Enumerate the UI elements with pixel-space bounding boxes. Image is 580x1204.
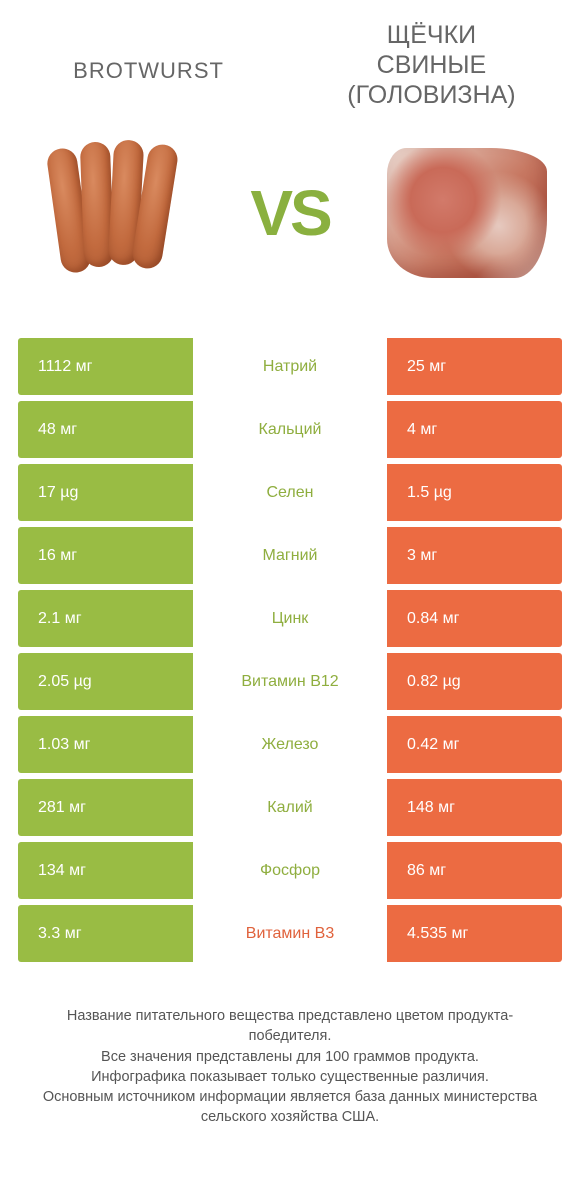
left-product-title: BROTWURST <box>18 20 279 84</box>
left-value: 1112 мг <box>18 338 193 395</box>
right-value: 0.42 мг <box>387 716 562 773</box>
right-value: 0.84 мг <box>387 590 562 647</box>
table-row: 281 мгКалий148 мг <box>18 779 562 836</box>
sausages-icon <box>18 128 208 298</box>
table-row: 17 µgСелен1.5 µg <box>18 464 562 521</box>
nutrient-label: Натрий <box>193 338 387 395</box>
footer-notes: Название питательного вещества представл… <box>18 1006 562 1128</box>
left-value: 48 мг <box>18 401 193 458</box>
table-row: 2.1 мгЦинк0.84 мг <box>18 590 562 647</box>
nutrient-label: Фосфор <box>193 842 387 899</box>
table-row: 1112 мгНатрий25 мг <box>18 338 562 395</box>
right-value: 0.82 µg <box>387 653 562 710</box>
right-value: 148 мг <box>387 779 562 836</box>
table-row: 134 мгФосфор86 мг <box>18 842 562 899</box>
table-row: 16 мгМагний3 мг <box>18 527 562 584</box>
footer-line: Основным источником информации является … <box>28 1087 552 1128</box>
header: BROTWURST ЩЁЧКИ СВИНЫЕ (ГОЛОВИЗНА) <box>18 20 562 110</box>
right-value: 4 мг <box>387 401 562 458</box>
comparison-table: 1112 мгНатрий25 мг 48 мгКальций4 мг 17 µgС… <box>18 338 562 962</box>
footer-line: Все значения представлены для 100 граммо… <box>28 1047 552 1067</box>
table-row: 48 мгКальций4 мг <box>18 401 562 458</box>
table-row: 3.3 мгВитамин B34.535 мг <box>18 905 562 962</box>
left-value: 2.05 µg <box>18 653 193 710</box>
table-row: 2.05 µgВитамин B120.82 µg <box>18 653 562 710</box>
right-title-line1: ЩЁЧКИ <box>387 21 476 49</box>
nutrient-label: Кальций <box>193 401 387 458</box>
table-row: 1.03 мгЖелезо0.42 мг <box>18 716 562 773</box>
nutrient-label: Витамин B3 <box>193 905 387 962</box>
left-value: 281 мг <box>18 779 193 836</box>
footer-line: Название питательного вещества представл… <box>28 1006 552 1047</box>
nutrient-label: Калий <box>193 779 387 836</box>
left-value: 3.3 мг <box>18 905 193 962</box>
left-product-image <box>18 128 208 298</box>
right-value: 3 мг <box>387 527 562 584</box>
vs-row: VS <box>18 128 562 298</box>
right-value: 1.5 µg <box>387 464 562 521</box>
nutrient-label: Селен <box>193 464 387 521</box>
left-value: 134 мг <box>18 842 193 899</box>
vs-label: VS <box>250 176 329 250</box>
left-value: 2.1 мг <box>18 590 193 647</box>
left-value: 1.03 мг <box>18 716 193 773</box>
nutrient-label: Железо <box>193 716 387 773</box>
right-value: 86 мг <box>387 842 562 899</box>
right-value: 4.535 мг <box>387 905 562 962</box>
right-title-line2: СВИНЫЕ <box>377 51 487 79</box>
right-product-image <box>372 128 562 298</box>
nutrient-label: Магний <box>193 527 387 584</box>
nutrient-label: Витамин B12 <box>193 653 387 710</box>
footer-line: Инфографика показывает только существенн… <box>28 1067 552 1087</box>
left-value: 16 мг <box>18 527 193 584</box>
right-title-line3: (ГОЛОВИЗНА) <box>347 81 515 109</box>
left-value: 17 µg <box>18 464 193 521</box>
nutrient-label: Цинк <box>193 590 387 647</box>
right-product-title: ЩЁЧКИ СВИНЫЕ (ГОЛОВИЗНА) <box>301 20 562 110</box>
meat-icon <box>387 148 547 278</box>
right-value: 25 мг <box>387 338 562 395</box>
